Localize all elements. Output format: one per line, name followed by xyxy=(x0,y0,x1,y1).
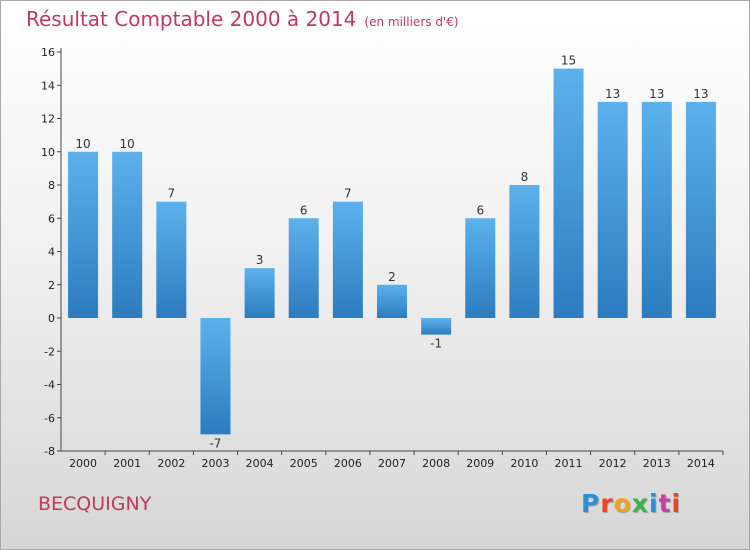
bar-data-label: 15 xyxy=(561,54,576,68)
axes: -8 -6 -4 -2 0 2 4 6 8 10 12 14 16 2000 2001 2002 2003 200… xyxy=(41,46,724,470)
bar-data-label: 6 xyxy=(300,203,308,217)
logo-letter: i xyxy=(671,489,682,518)
x-tick-label: 2010 xyxy=(510,457,538,470)
bar-data-label: 13 xyxy=(649,87,664,101)
bar-data-label: 10 xyxy=(75,137,90,151)
x-tick-label: 2003 xyxy=(201,457,229,470)
bar-data-label: 7 xyxy=(344,187,352,201)
bar-data-label: 8 xyxy=(521,170,529,184)
x-tick-label: 2011 xyxy=(555,457,583,470)
bar-data-label: -1 xyxy=(430,337,442,351)
bar xyxy=(156,201,187,318)
x-tick-label: 2001 xyxy=(113,457,141,470)
y-tick-label: -8 xyxy=(44,445,55,458)
bar-data-label: 13 xyxy=(693,87,708,101)
bar xyxy=(641,101,672,318)
bar-data-label: -7 xyxy=(209,436,221,450)
bar xyxy=(288,218,319,318)
bar xyxy=(200,318,231,435)
y-tick-label: -6 xyxy=(44,412,55,425)
data-labels: 10 10 7 -7 3 6 7 2 -1 6 8 15 13 13 13 xyxy=(75,54,708,451)
bar xyxy=(685,101,716,318)
bar xyxy=(597,101,628,318)
bar xyxy=(244,268,275,318)
bar xyxy=(509,185,540,318)
chart-title-text: Résultat Comptable 2000 à 2014 xyxy=(26,7,357,31)
bar-data-label: 2 xyxy=(388,270,396,284)
y-tick-label: 6 xyxy=(48,212,55,225)
y-tick-label: -2 xyxy=(44,345,55,358)
y-tick-label: 16 xyxy=(41,46,55,59)
bar xyxy=(376,284,408,318)
y-tick-label: 0 xyxy=(48,312,55,325)
x-tick-label: 2002 xyxy=(157,457,185,470)
bars xyxy=(68,68,716,435)
bar-data-label: 10 xyxy=(120,137,135,151)
logo-letter: x xyxy=(631,489,649,518)
y-tick-label: 14 xyxy=(41,79,55,92)
y-tick-label: 2 xyxy=(48,279,55,292)
y-tick-label: 10 xyxy=(41,146,55,159)
bar xyxy=(421,318,452,335)
x-tick-label: 2008 xyxy=(422,457,450,470)
x-tick-label: 2006 xyxy=(334,457,362,470)
y-tick-label: 12 xyxy=(41,113,55,126)
proxiti-logo: Proxiti xyxy=(581,489,681,518)
x-tick-label: 2007 xyxy=(378,457,406,470)
bar xyxy=(465,218,496,318)
logo-letter: r xyxy=(600,489,614,518)
logo-letter: P xyxy=(581,489,601,518)
x-tick-label: 2000 xyxy=(69,457,97,470)
chart-title: Résultat Comptable 2000 à 2014 (en millie… xyxy=(26,7,459,31)
x-tick-label: 2012 xyxy=(599,457,627,470)
bar-data-label: 3 xyxy=(256,253,264,267)
bar xyxy=(68,151,99,318)
bar xyxy=(112,151,143,318)
chart-subtitle: (en milliers d'€) xyxy=(364,15,459,29)
logo-letter: i xyxy=(649,489,659,518)
x-tick-label: 2014 xyxy=(687,457,715,470)
x-tick-label: 2005 xyxy=(290,457,318,470)
logo-letter: t xyxy=(658,489,672,518)
bar xyxy=(332,201,363,318)
x-tick-label: 2013 xyxy=(643,457,671,470)
bar xyxy=(553,68,584,318)
commune-name: BECQUIGNY xyxy=(38,493,152,515)
y-tick-label: 4 xyxy=(48,246,55,259)
x-tick-label: 2009 xyxy=(466,457,494,470)
y-tick-label: -4 xyxy=(44,379,55,392)
bar-data-label: 13 xyxy=(605,87,620,101)
logo-letter: o xyxy=(613,489,632,518)
bar-data-label: 6 xyxy=(476,203,484,217)
bar-data-label: 7 xyxy=(168,187,176,201)
x-tick-label: 2004 xyxy=(246,457,274,470)
y-tick-label: 8 xyxy=(48,179,55,192)
